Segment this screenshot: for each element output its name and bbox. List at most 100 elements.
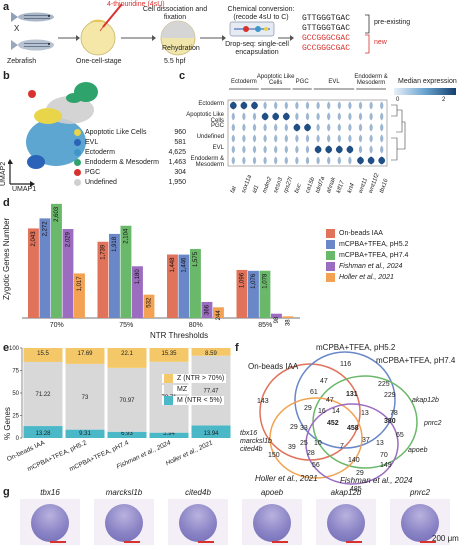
venn-count: 28: [307, 450, 315, 457]
expression-colorbar: [394, 88, 456, 95]
seq-old-1: GTTGGGTGAC: [302, 14, 351, 23]
violin-shape: [348, 156, 352, 165]
venn-count: 78: [390, 410, 398, 417]
violin-shape: [316, 112, 320, 121]
injection-needle-icon: [99, 3, 123, 32]
violin-row-label: PGC: [210, 123, 224, 129]
scale-bar: [272, 541, 288, 543]
violin-shape: [337, 134, 341, 143]
violin-row-label: Ectoderm: [198, 101, 224, 107]
venn-count: 56: [312, 462, 320, 469]
legend-label: MZ: [177, 386, 188, 393]
violin-shape: [327, 123, 331, 132]
venn-set-ph52: [294, 351, 396, 449]
legend-swatch: [74, 139, 81, 146]
bar: [167, 254, 178, 318]
legend-label: EVL: [85, 139, 99, 146]
violin-shape: [242, 156, 246, 165]
violin-shape: [282, 112, 290, 121]
stack-data-label: 70.97: [119, 398, 135, 404]
legend-swatch: [74, 159, 81, 166]
venn-count: 380: [384, 418, 396, 425]
scale-bar: [346, 541, 362, 543]
bar: [213, 307, 224, 318]
bar: [248, 270, 259, 318]
bar-data-label: 2,043: [31, 231, 37, 247]
violin-shape: [251, 101, 258, 110]
venn-count: 29: [304, 405, 312, 412]
bar-data-label: 532: [147, 297, 153, 308]
scale-bar: [198, 541, 214, 543]
stack-segment: [23, 361, 63, 427]
violin-shape: [380, 145, 384, 154]
bar-data-label: 98: [274, 316, 280, 323]
bar: [74, 273, 85, 318]
venn-count: 39: [288, 444, 296, 451]
violin-shape: [380, 112, 384, 121]
violin-shape: [284, 156, 288, 165]
violin-shape: [231, 123, 235, 132]
pre-existing-label: pre-existing: [374, 19, 411, 26]
venn-count: 131: [346, 391, 358, 398]
violin-shape: [325, 145, 333, 154]
cluster-pgc: [28, 90, 36, 98]
legend-swatch: [74, 129, 81, 136]
stack-segment: [107, 348, 147, 368]
in-situ-image: [242, 499, 302, 545]
violin-shape: [316, 101, 320, 110]
venn-count: 37: [362, 437, 370, 444]
umap-legend-row: Undefined 1,950: [74, 179, 186, 186]
bar-data-label: 1,076: [251, 273, 257, 289]
violin-shape: [263, 134, 267, 143]
seq-new-1: GCCGGGCGAC: [302, 34, 351, 43]
in-situ-image: [390, 499, 450, 545]
violin-group-header: Ectoderm: [231, 79, 257, 85]
y-tick-label: 100: [9, 346, 20, 352]
violin-row-label: Endoderm & Mesoderm: [190, 156, 224, 168]
legend-label: Z (NTR > 70%): [177, 375, 225, 382]
violin-shape: [263, 123, 267, 132]
one-cell-embryo-icon: [80, 19, 116, 56]
bar: [39, 218, 51, 318]
stack-data-label: 13.94: [203, 431, 219, 437]
violin-shape: [337, 156, 341, 165]
umap-legend-row: PGC 304: [74, 169, 186, 176]
bar: [97, 241, 109, 318]
in-situ-gene-label: tbx16: [40, 488, 60, 497]
stack-data-label: 22.1: [121, 351, 133, 357]
bar-legend-row: Holler et al., 2021: [326, 273, 394, 282]
stack-segment: [23, 348, 63, 362]
embryo-stain: [179, 504, 217, 542]
panel-label-f: f: [235, 342, 239, 354]
venn-count: 143: [257, 398, 269, 405]
legend-label: Undefined: [85, 179, 117, 186]
legend-swatch: [326, 240, 335, 249]
bar-legend-row: mCPBA+TFEA, pH7.4: [326, 251, 408, 260]
venn-count: 485: [350, 486, 362, 493]
venn-count: 229: [384, 392, 396, 399]
violin-shape: [369, 134, 373, 143]
legend-label: Ectoderm: [85, 149, 115, 156]
embryo-stain: [327, 504, 365, 542]
venn-count: 61: [310, 389, 318, 396]
violin-shape: [231, 156, 235, 165]
stack-ylabel: % Genes: [3, 407, 12, 440]
violin-shape: [231, 112, 235, 121]
violin-shape: [316, 156, 320, 165]
bar-data-label: 38: [286, 319, 292, 326]
bar-category-label: 85%: [258, 322, 272, 329]
bar-data-label: 1,078: [263, 273, 269, 289]
stack-legend-row: MZ: [162, 385, 190, 394]
venn-count: 140: [348, 457, 360, 464]
violin-shape: [348, 134, 352, 143]
stack-segment: [23, 426, 63, 438]
panel-label-b: b: [3, 70, 10, 82]
legend-count: 1,950: [168, 179, 186, 186]
zebrafish-label: Zebrafish: [7, 58, 37, 65]
bar-data-label: 2,603: [54, 206, 60, 222]
y-tick-label: 75: [12, 369, 19, 375]
in-situ-gene-label: akap12b: [330, 488, 362, 497]
legend-label: Apoptotic Like Cells: [85, 129, 147, 136]
violin-shape: [337, 123, 341, 132]
bar: [236, 269, 248, 318]
